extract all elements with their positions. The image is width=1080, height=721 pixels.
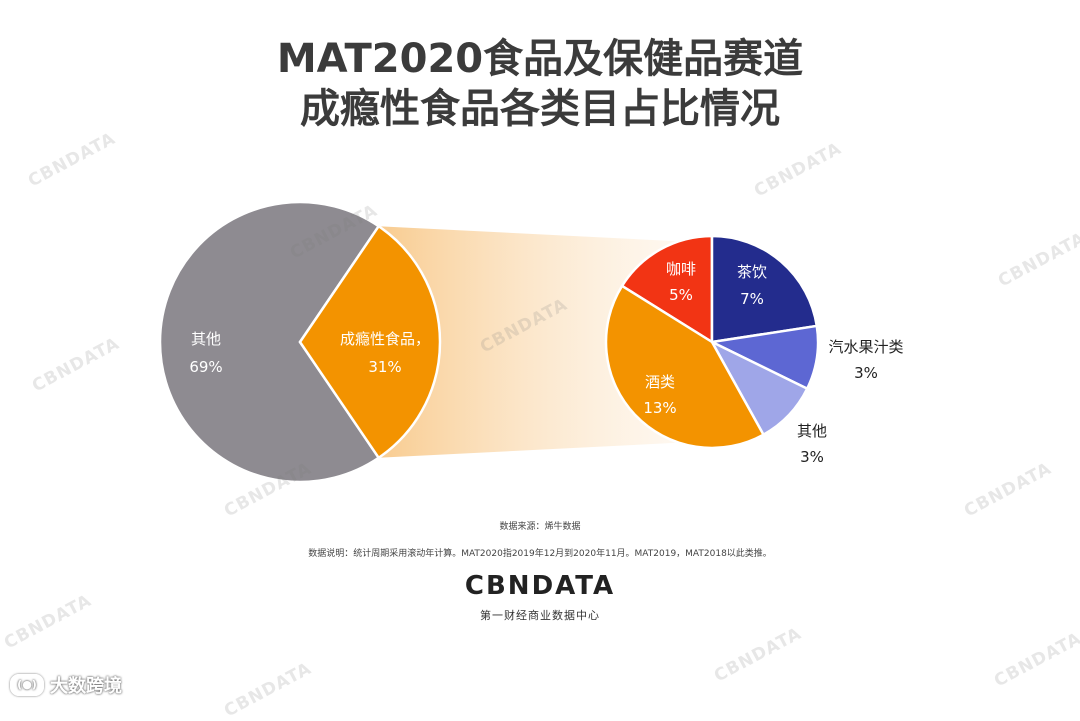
breakdown-label-4: 酒类 bbox=[645, 373, 675, 391]
chart-title-line2: 成瘾性食品各类目占比情况 bbox=[300, 86, 780, 132]
breakdown-label-0: 咖啡 bbox=[666, 260, 696, 278]
main-pie-label-1: 成瘾性食品， bbox=[340, 330, 430, 348]
corner-badge: (●) 大数跨境 bbox=[10, 672, 122, 698]
breakdown-slice-0 bbox=[620, 234, 714, 345]
data-source: 数据来源：烯牛数据 bbox=[499, 522, 581, 532]
cbndata-logo: CBNDATA bbox=[464, 571, 616, 601]
breakdown-value-2: 3% bbox=[854, 364, 878, 382]
main-pie-value-0: 69% bbox=[189, 358, 222, 376]
chart-title-line1: MAT2020食品及保健品赛道 bbox=[276, 36, 804, 82]
breakdown-value-0: 5% bbox=[669, 286, 693, 304]
pie-of-pie-chart: 其他 69% 成瘾性食品， 31% 咖啡 5% 茶饮 7% 汽水果汁类 3% 其他 3% 酒类 13% bbox=[158, 200, 904, 484]
badge-icon: (●) bbox=[10, 674, 44, 696]
pie-labels: 其他 69% 成瘾性食品， 31% 咖啡 5% 茶饮 7% 汽水果汁类 3% 其他 3% 酒类 13% bbox=[189, 260, 903, 466]
pie-connector bbox=[378, 226, 692, 458]
breakdown-pie bbox=[604, 234, 820, 450]
main-pie bbox=[158, 200, 442, 484]
badge-text: 大数跨境 bbox=[50, 676, 122, 697]
breakdown-label-1: 茶饮 bbox=[737, 263, 767, 281]
breakdown-value-3: 3% bbox=[800, 448, 824, 466]
chart-title: MAT2020食品及保健品赛道 成瘾性食品各类目占比情况 bbox=[0, 34, 1080, 134]
main-pie-label-0: 其他 bbox=[191, 330, 221, 348]
main-pie-value-1: 31% bbox=[368, 358, 401, 376]
breakdown-value-4: 13% bbox=[643, 399, 676, 417]
breakdown-value-1: 7% bbox=[740, 290, 764, 308]
data-note: 数据说明：统计周期采用滚动年计算。MAT2020指2019年12月到2020年1… bbox=[308, 549, 772, 559]
connector-band bbox=[378, 226, 692, 458]
breakdown-label-3: 其他 bbox=[797, 422, 827, 440]
cbndata-logo-subtitle: 第一财经商业数据中心 bbox=[480, 609, 600, 622]
breakdown-slice-4 bbox=[604, 284, 766, 450]
breakdown-slice-1 bbox=[710, 234, 819, 344]
main-pie-slice-1 bbox=[298, 224, 442, 460]
main-pie-slice-0 bbox=[158, 200, 381, 484]
breakdown-label-2: 汽水果汁类 bbox=[828, 338, 903, 356]
